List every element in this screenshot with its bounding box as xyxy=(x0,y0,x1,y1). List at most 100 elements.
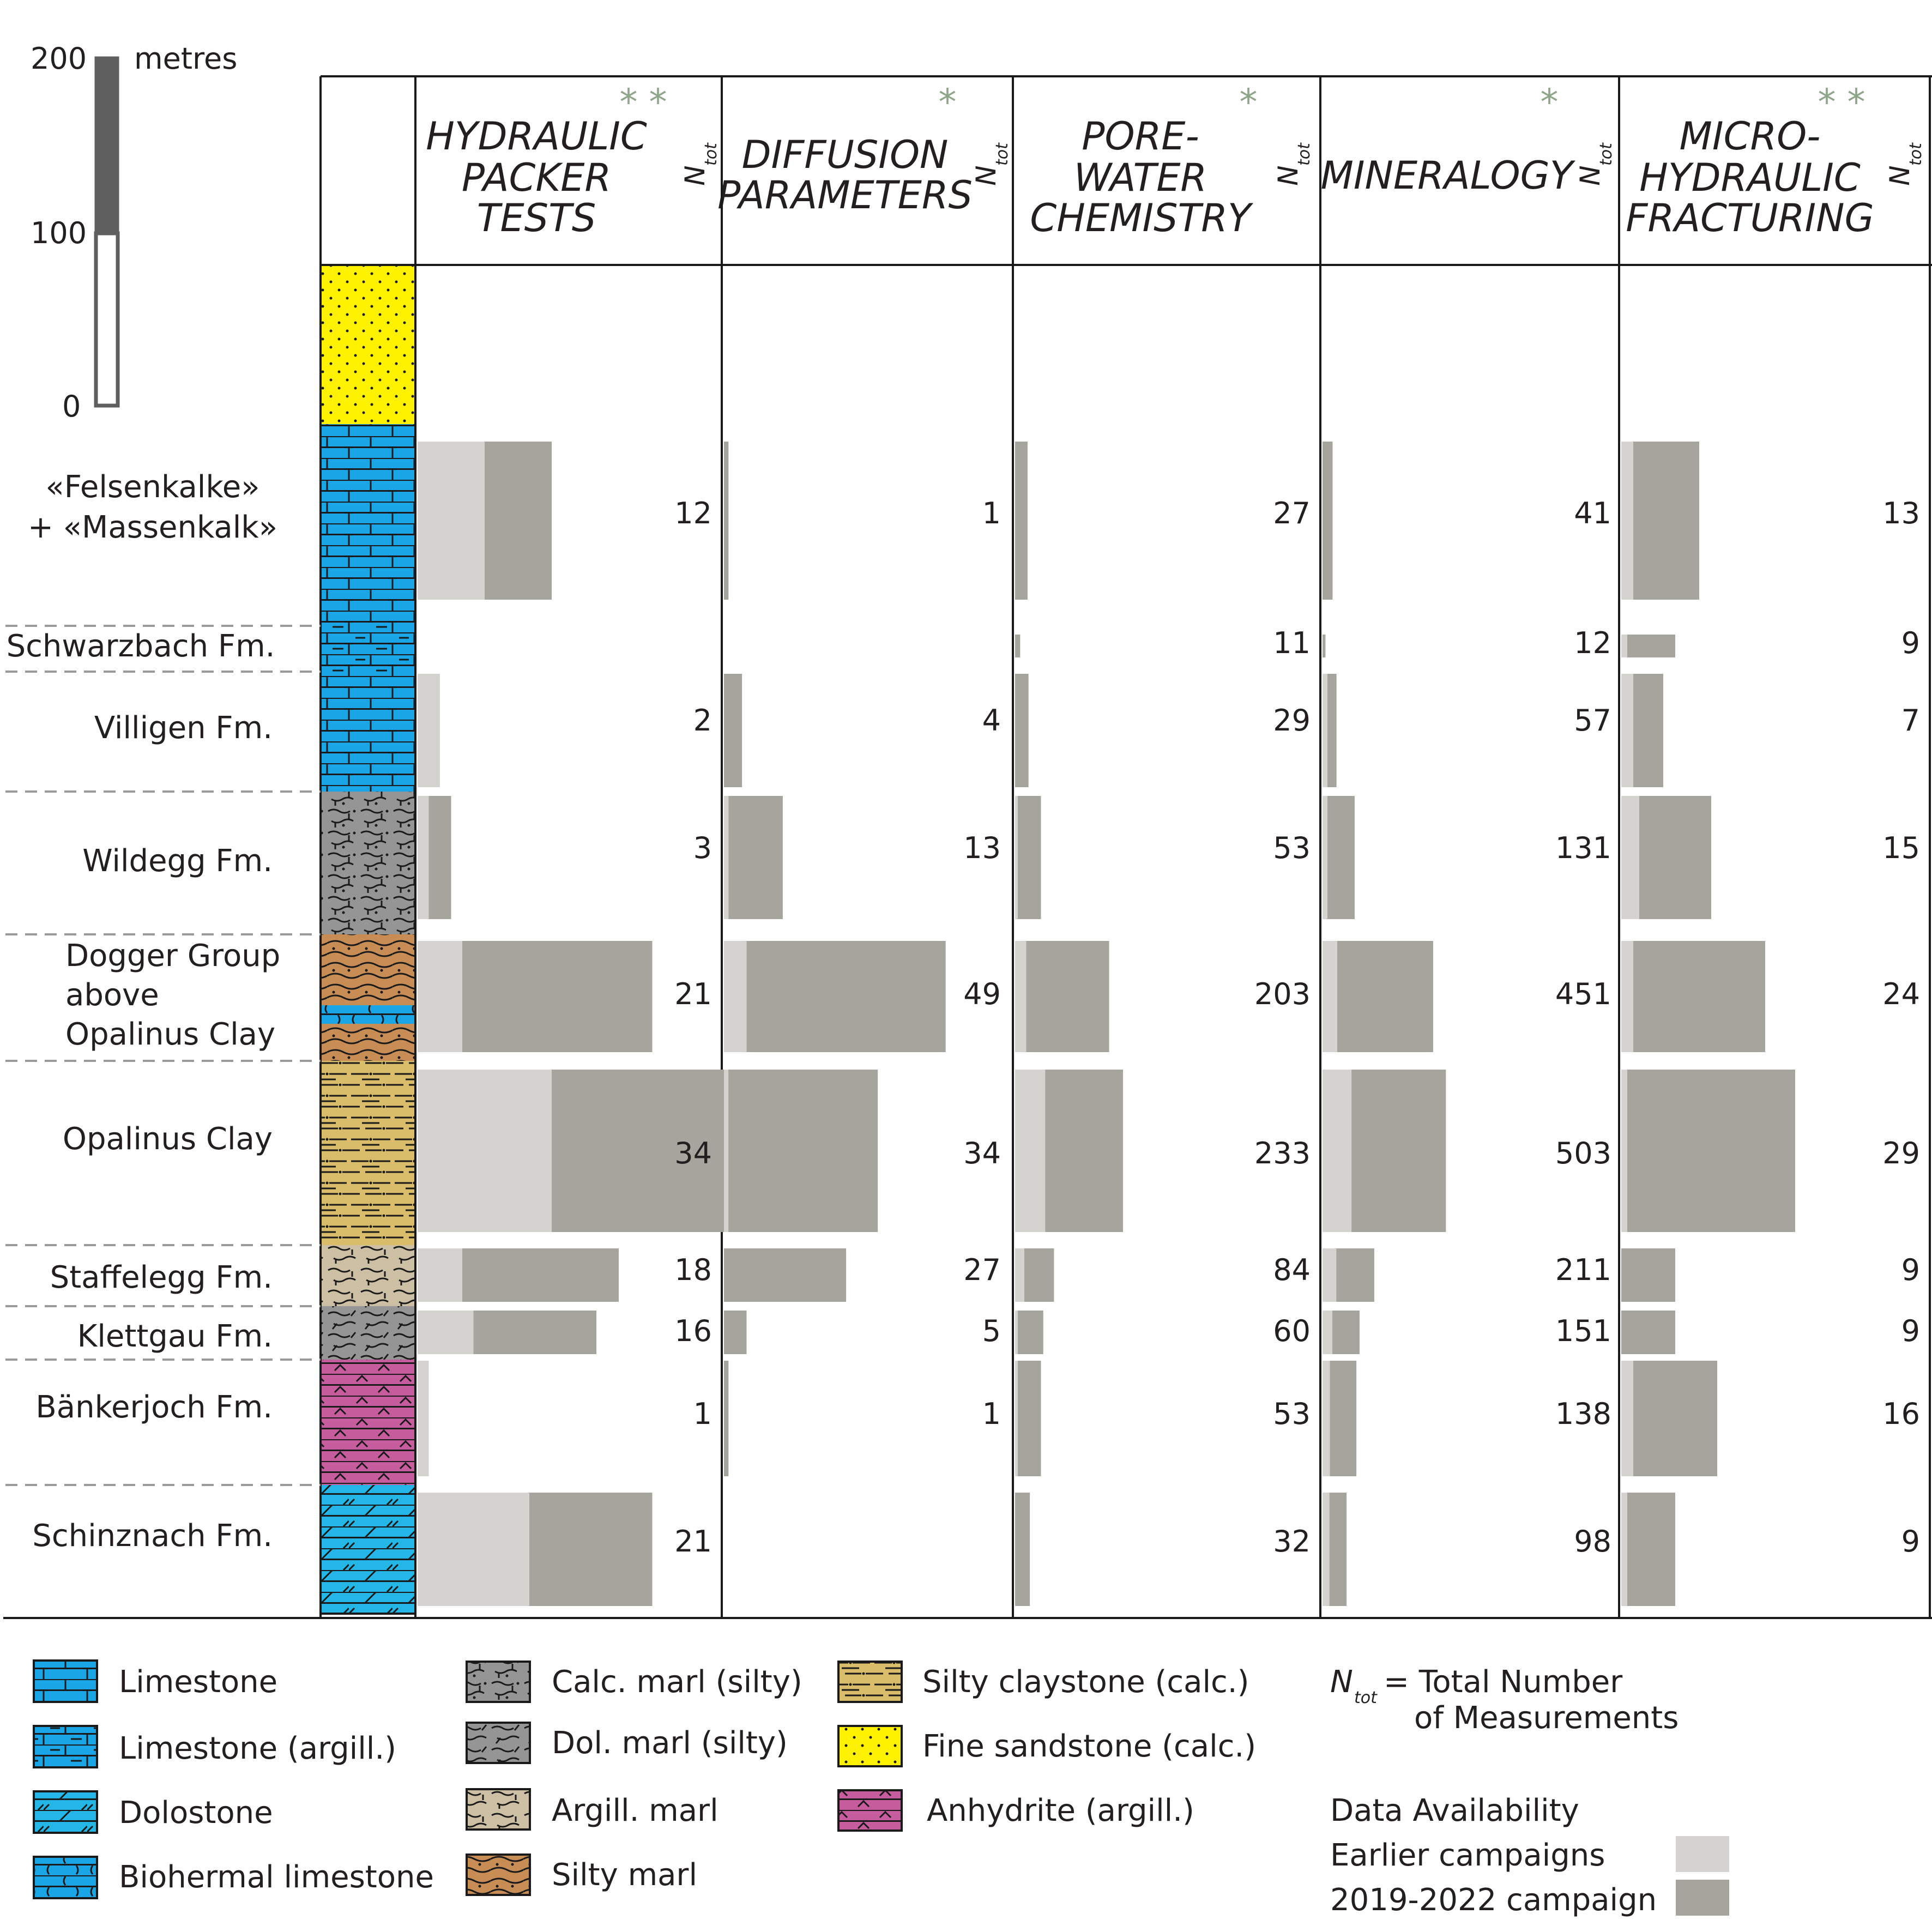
bar-earlier-porewater xyxy=(1015,941,1027,1052)
legend-swatch-anhydrite xyxy=(837,1789,903,1832)
legend-label-dol-marl: Dol. marl (silty) xyxy=(552,1725,788,1761)
value-label-mineralogy: 12 xyxy=(1574,626,1611,660)
scale-tick-0: 0 xyxy=(62,389,81,424)
bar-recent-mineralogy xyxy=(1336,1248,1374,1302)
scale-bar-lower xyxy=(94,231,120,408)
header-hydraulic-line-2: PACKER xyxy=(462,155,611,200)
ntot-label-mineralogy: N tot xyxy=(1574,142,1616,186)
bar-earlier-diffusion xyxy=(724,1070,729,1232)
value-label-mineralogy: 211 xyxy=(1555,1253,1611,1287)
header-microfrac-line-3: FRACTURING xyxy=(1626,196,1874,240)
header-porewater-line-2: WATER xyxy=(1074,155,1207,200)
bar-recent-hydraulic xyxy=(485,442,552,600)
bar-earlier-mineralogy xyxy=(1323,941,1337,1052)
ntot-n-diffusion: N xyxy=(970,165,1002,185)
value-label-porewater: 27 xyxy=(1273,496,1311,530)
formation-label-staffelegg: Staffelegg Fm. xyxy=(50,1260,273,1295)
legend-label-limestone-argill: Limestone (argill.) xyxy=(119,1731,396,1766)
bar-recent-hydraulic xyxy=(473,1311,596,1354)
value-label-diffusion: 1 xyxy=(982,1397,1001,1431)
header-mineralogy-stars: * xyxy=(1541,81,1559,123)
bar-recent-diffusion xyxy=(724,674,742,787)
bar-recent-microfrac xyxy=(1633,1361,1717,1476)
litho-dolostone-schinznach xyxy=(321,1485,415,1614)
header-diffusion-line-1: DIFFUSION xyxy=(742,132,949,177)
ntot-sub-microfrac: tot xyxy=(1906,142,1925,166)
litho-dol-marl-klettgau xyxy=(321,1306,415,1360)
bar-earlier-microfrac xyxy=(1621,1070,1627,1232)
ntot-sub-mineralogy: tot xyxy=(1597,142,1616,166)
ntot-n-porewater: N xyxy=(1272,165,1304,185)
bar-earlier-diffusion xyxy=(724,796,729,919)
bar-earlier-hydraulic xyxy=(418,1361,429,1476)
value-label-mineralogy: 138 xyxy=(1555,1397,1611,1431)
bar-recent-microfrac xyxy=(1633,442,1699,600)
legend-label-dolostone: Dolostone xyxy=(119,1795,273,1831)
bar-recent-mineralogy xyxy=(1351,1070,1446,1232)
bar-earlier-porewater xyxy=(1015,796,1018,919)
scale-bar: 200 100 0 metres xyxy=(31,41,237,424)
bar-earlier-porewater xyxy=(1015,1070,1046,1232)
value-label-porewater: 11 xyxy=(1273,626,1311,660)
value-label-microfrac: 9 xyxy=(1901,1524,1920,1559)
bar-recent-microfrac xyxy=(1621,1248,1675,1302)
ntot-sub-diffusion: tot xyxy=(993,142,1012,166)
value-label-mineralogy: 151 xyxy=(1555,1314,1611,1348)
litho-fine-sandstone xyxy=(321,265,415,424)
legend-swatch-calc-marl xyxy=(466,1661,531,1703)
bar-earlier-hydraulic xyxy=(418,1248,462,1302)
formation-label-opalinus: Opalinus Clay xyxy=(63,1121,273,1157)
legend-ntot-def-1: = Total Number xyxy=(1384,1664,1623,1700)
bar-recent-porewater xyxy=(1018,796,1041,919)
value-label-hydraulic: 12 xyxy=(674,496,712,530)
bar-earlier-hydraulic xyxy=(418,442,485,600)
litho-silty-marl-dogger-upper xyxy=(321,934,415,1005)
legend-recent-label: 2019-2022 campaign xyxy=(1330,1882,1657,1918)
value-label-diffusion: 4 xyxy=(982,703,1001,738)
legend-availability: Data Availability Earlier campaigns 2019… xyxy=(1330,1793,1729,1918)
bar-recent-mineralogy xyxy=(1330,1361,1357,1476)
ntot-n-hydraulic: N xyxy=(679,165,711,185)
litho-limestone-argill-schwarzbach xyxy=(321,626,415,672)
bar-recent-porewater xyxy=(1015,1493,1030,1606)
value-label-porewater: 32 xyxy=(1273,1524,1311,1559)
legend-label-silty-marl: Silty marl xyxy=(552,1857,697,1893)
scale-tick-100: 100 xyxy=(31,216,87,250)
ntot-sub-hydraulic: tot xyxy=(702,142,721,166)
value-label-porewater: 53 xyxy=(1273,831,1311,865)
bar-recent-microfrac xyxy=(1639,796,1711,919)
legend-col-1: Limestone Limestone (argill.) Dolostone … xyxy=(33,1659,434,1899)
bar-recent-hydraulic xyxy=(529,1493,653,1606)
value-label-diffusion: 13 xyxy=(963,831,1001,865)
value-label-hydraulic: 1 xyxy=(693,1397,712,1431)
legend-label-anhydrite: Anhydrite (argill.) xyxy=(927,1793,1194,1828)
legend-col-3: Silty claystone (calc.) Fine sandstone (… xyxy=(837,1661,1256,1832)
value-label-mineralogy: 131 xyxy=(1555,831,1611,865)
ntot-n-mineralogy: N xyxy=(1574,165,1606,185)
value-label-hydraulic: 21 xyxy=(674,1524,712,1559)
value-label-porewater: 53 xyxy=(1273,1397,1311,1431)
bar-earlier-mineralogy xyxy=(1323,674,1327,787)
formation-label-wildegg: Wildegg Fm. xyxy=(82,843,273,879)
bar-recent-microfrac xyxy=(1627,635,1675,657)
legend-swatch-limestone xyxy=(33,1659,98,1703)
value-label-microfrac: 9 xyxy=(1901,1314,1920,1348)
formation-labels: «Felsenkalke» + «Massenkalk» Schwarzbach… xyxy=(7,469,281,1554)
legend-earlier-label: Earlier campaigns xyxy=(1330,1838,1605,1873)
bar-recent-mineralogy xyxy=(1327,796,1355,919)
litho-biohermal-dogger xyxy=(321,1005,415,1024)
ntot-n-microfrac: N xyxy=(1884,165,1916,185)
value-label-mineralogy: 451 xyxy=(1555,977,1611,1011)
value-label-microfrac: 16 xyxy=(1882,1397,1920,1431)
litho-calc-marl-wildegg xyxy=(321,792,415,934)
legend-label-biohermal: Biohermal limestone xyxy=(119,1859,434,1895)
legend-label-limestone: Limestone xyxy=(119,1664,277,1700)
value-label-microfrac: 9 xyxy=(1901,1253,1920,1287)
value-label-porewater: 60 xyxy=(1273,1314,1311,1348)
header-microfrac: MICRO- HYDRAULIC FRACTURING * * xyxy=(1626,81,1874,240)
value-label-porewater: 29 xyxy=(1273,703,1311,738)
bar-recent-diffusion xyxy=(724,1361,729,1476)
bar-earlier-mineralogy xyxy=(1323,1311,1332,1354)
bar-earlier-microfrac xyxy=(1621,1361,1633,1476)
